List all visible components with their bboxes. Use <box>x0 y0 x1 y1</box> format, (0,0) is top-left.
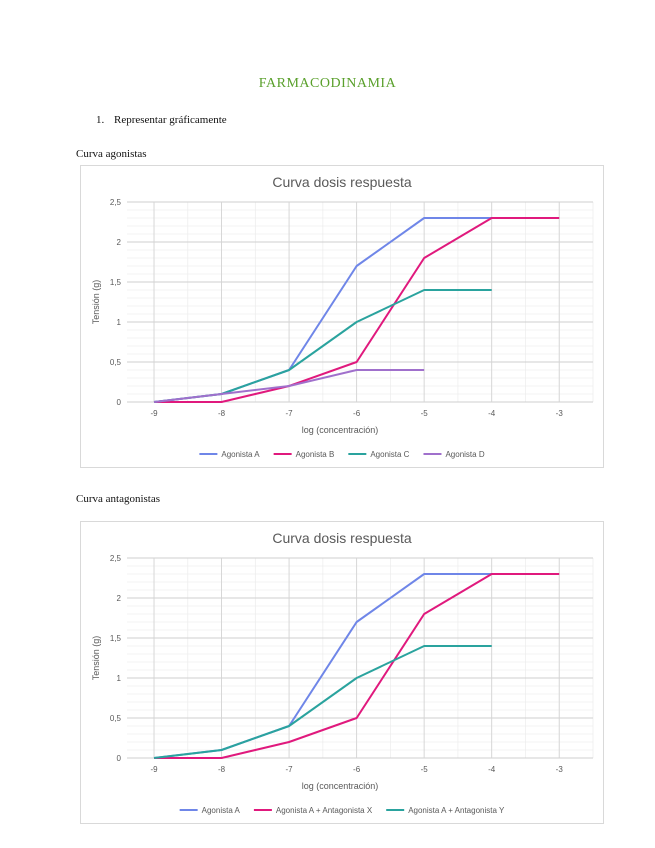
legend-label: Agonista B <box>296 450 335 459</box>
x-tick-label: -4 <box>488 409 496 418</box>
legend-label: Agonista A + Antagonista X <box>276 806 373 815</box>
x-tick-label: -9 <box>150 765 158 774</box>
x-axis-label: log (concentración) <box>302 781 379 791</box>
legend-label: Agonista A <box>202 806 241 815</box>
x-tick-label: -6 <box>353 409 361 418</box>
x-tick-label: -8 <box>218 765 226 774</box>
x-tick-label: -8 <box>218 409 226 418</box>
chart-agonistas-svg: Curva dosis respuesta 0 0,5 1 1,5 2 2,5 -9 -8 -7 -… <box>91 174 594 459</box>
x-tick-label: -5 <box>421 765 429 774</box>
y-tick-label: 2 <box>117 238 122 247</box>
x-tick-label: -7 <box>286 409 294 418</box>
x-tick-label: -3 <box>556 765 564 774</box>
series-line-2 <box>154 573 560 759</box>
numbered-list-item: 1. Representar gráficamente <box>96 114 227 126</box>
list-number: 1. <box>96 114 105 126</box>
y-tick-label: 1 <box>117 318 122 327</box>
x-tick-label: -7 <box>286 765 294 774</box>
x-tick-label: -4 <box>488 765 496 774</box>
series-line-2 <box>154 217 560 403</box>
y-axis-label: Tensión (g) <box>91 636 101 681</box>
y-tick-label: 1,5 <box>110 278 122 287</box>
x-tick-label: -3 <box>556 409 564 418</box>
y-tick-label: 0 <box>117 754 122 763</box>
chart-antagonistas: Curva dosis respuesta 0 0,5 1 1,5 2 2,5 -9 -8 -7 -… <box>80 521 604 824</box>
chart-agonistas: Curva dosis respuesta 0 0,5 1 1,5 2 2,5 -9 -8 -7 -… <box>80 165 604 468</box>
y-tick-label: 2,5 <box>110 198 122 207</box>
legend-label: Agonista A + Antagonista Y <box>408 806 505 815</box>
y-axis-label: Tensión (g) <box>91 280 101 325</box>
x-tick-label: -9 <box>150 409 158 418</box>
y-tick-label: 2 <box>117 594 122 603</box>
x-axis-label: log (concentración) <box>302 425 379 435</box>
x-tick-label: -5 <box>421 409 429 418</box>
y-tick-label: 1 <box>117 674 122 683</box>
y-tick-label: 2,5 <box>110 554 122 563</box>
y-tick-label: 0 <box>117 398 122 407</box>
series-line-3 <box>153 645 492 759</box>
document-title: FARMACODINAMIA <box>258 76 397 91</box>
y-tick-label: 1,5 <box>110 634 122 643</box>
chart-antagonistas-svg: Curva dosis respuesta 0 0,5 1 1,5 2 2,5 -9 -8 -7 -… <box>91 530 594 815</box>
section-heading-antagonistas: Curva antagonistas <box>76 493 161 505</box>
section-heading-agonistas: Curva agonistas <box>76 148 147 160</box>
chart-title: Curva dosis respuesta <box>272 174 412 190</box>
x-tick-label: -6 <box>353 765 361 774</box>
y-tick-label: 0,5 <box>110 714 122 723</box>
chart-title: Curva dosis respuesta <box>272 530 412 546</box>
series-line-4 <box>153 369 425 403</box>
legend-label: Agonista C <box>370 450 409 459</box>
legend-label: Agonista D <box>445 450 484 459</box>
legend-label: Agonista A <box>221 450 260 459</box>
list-text: Representar gráficamente <box>114 114 227 126</box>
y-tick-label: 0,5 <box>110 358 122 367</box>
